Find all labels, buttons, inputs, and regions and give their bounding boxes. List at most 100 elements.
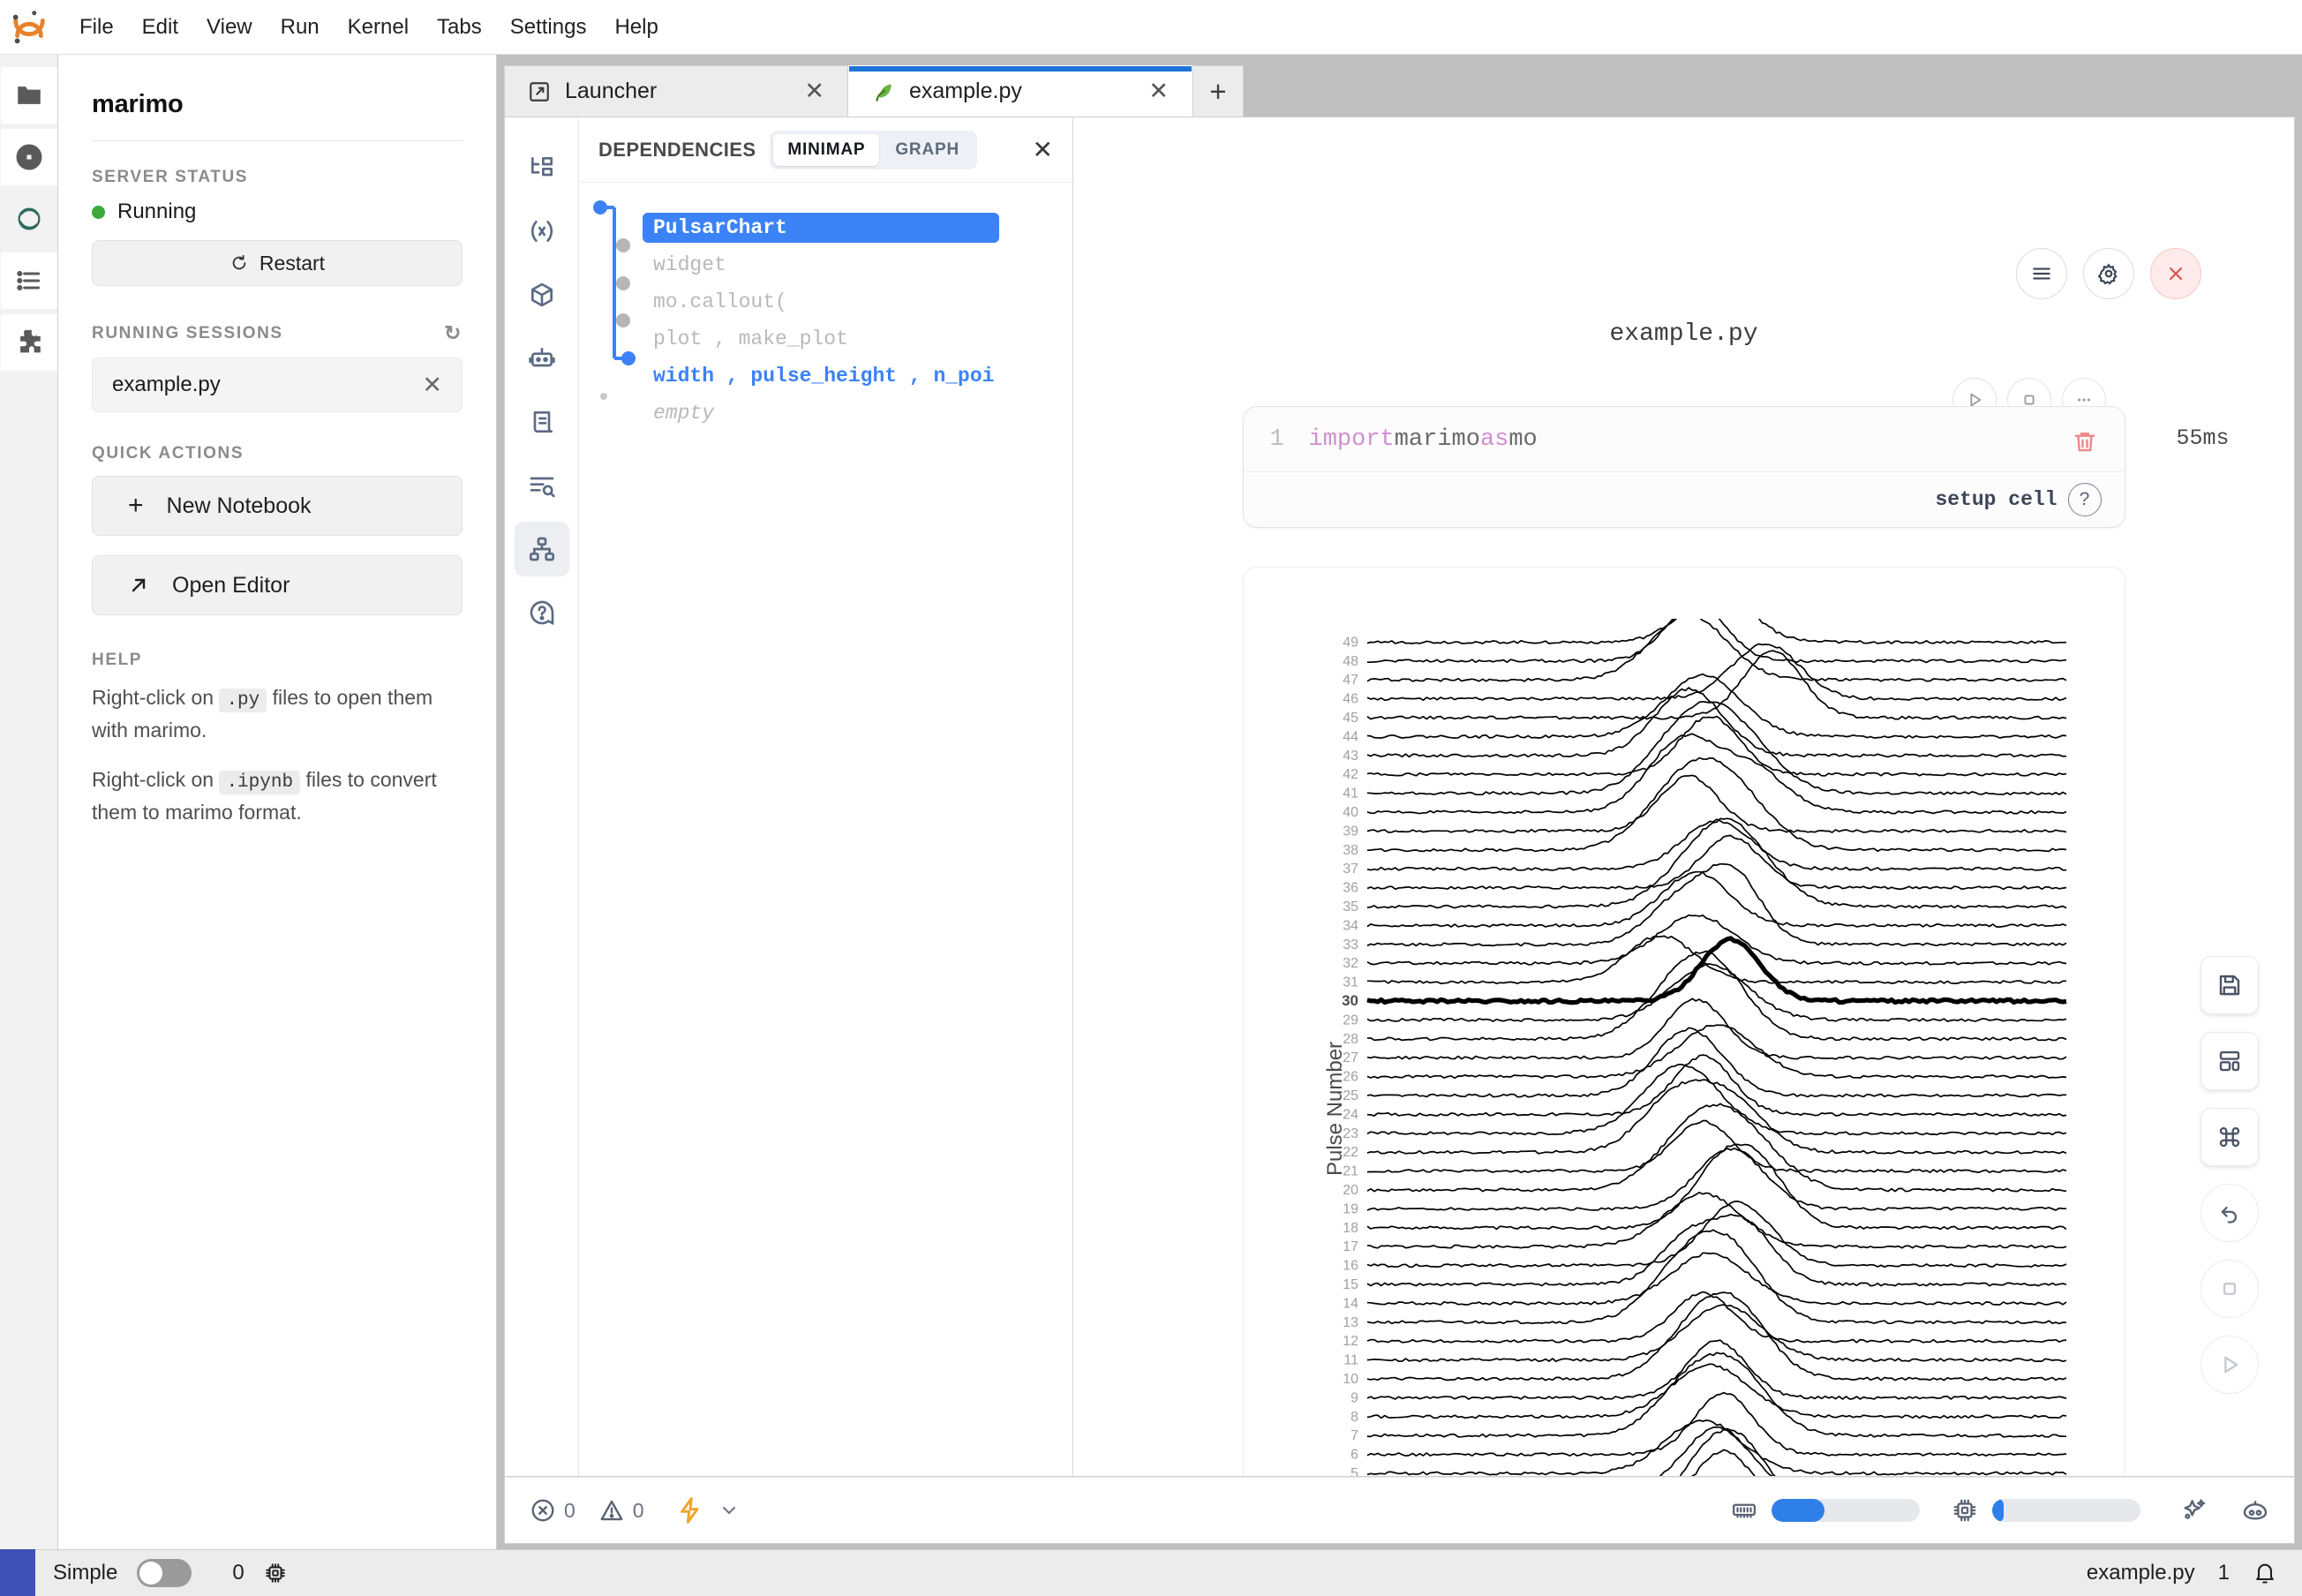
dependency-graph-icon[interactable] <box>514 522 569 576</box>
menu-help[interactable]: Help <box>614 14 658 39</box>
minimap-row[interactable]: empty <box>579 395 1072 432</box>
tab-graph[interactable]: GRAPH <box>895 139 959 159</box>
quick-actions-heading: QUICK ACTIONS <box>92 444 463 463</box>
running-terminals-icon[interactable] <box>0 129 57 185</box>
arrow-up-right-icon <box>128 575 149 596</box>
run-all-icon[interactable] <box>2200 1336 2259 1394</box>
ai-assistant-robot-icon[interactable] <box>515 331 569 386</box>
runtime-mode-selector[interactable] <box>676 1496 740 1524</box>
cell-code-line[interactable]: 1 import marimo as mo <box>1243 407 2125 472</box>
marimo-ring-icon[interactable] <box>1 191 57 247</box>
refresh-icon <box>229 253 249 273</box>
save-notebook-icon[interactable] <box>2200 956 2259 1014</box>
file-explorer-icon[interactable] <box>515 140 569 195</box>
minimap-label-plot: plot , make_plot <box>653 327 848 350</box>
layout-icon[interactable] <box>2200 1032 2259 1090</box>
svg-text:19: 19 <box>1343 1201 1358 1216</box>
bell-icon[interactable] <box>2253 1561 2277 1585</box>
menu-file[interactable]: File <box>79 14 114 39</box>
menu-icon[interactable] <box>2016 248 2067 299</box>
tab-bar: Launcher ✕ example.py ✕ <box>504 62 2295 117</box>
menu-kernel[interactable]: Kernel <box>347 14 410 39</box>
extension-manager-icon[interactable] <box>0 314 57 371</box>
status-filename: example.py <box>2086 1561 2195 1585</box>
warnings-indicator[interactable]: 0 <box>598 1497 644 1524</box>
question-icon[interactable]: ? <box>2067 483 2102 516</box>
memory-ram-icon <box>1731 1497 1757 1524</box>
notebook-editor: example.py <box>1073 117 2294 1476</box>
interrupt-icon[interactable] <box>2200 1260 2259 1318</box>
svg-text:11: 11 <box>1343 1353 1358 1368</box>
tab-minimap[interactable]: MINIMAP <box>773 133 880 166</box>
undo-icon[interactable] <box>2200 1184 2259 1242</box>
file-browser-icon[interactable] <box>0 67 57 124</box>
minimap-label-width-pulse: width , pulse_height , n_poi <box>653 365 995 388</box>
tab-launcher[interactable]: Launcher ✕ <box>504 65 848 117</box>
cpu-usage[interactable] <box>1952 1497 2140 1524</box>
simple-mode-label: Simple <box>53 1561 118 1585</box>
copilot-icon[interactable] <box>2241 1496 2269 1524</box>
svg-text:9: 9 <box>1350 1390 1358 1405</box>
trash-icon[interactable] <box>2072 428 2098 455</box>
errors-indicator[interactable]: 0 <box>530 1497 576 1524</box>
menu-run[interactable]: Run <box>280 14 320 39</box>
svg-text:43: 43 <box>1343 749 1358 764</box>
refresh-sessions-icon[interactable]: ↻ <box>444 321 463 344</box>
new-tab-button[interactable]: + <box>1192 65 1244 117</box>
divider <box>92 140 463 141</box>
scratchpad-icon[interactable] <box>515 395 569 449</box>
status-cell-count: 1 <box>2217 1561 2230 1585</box>
restart-button[interactable]: Restart <box>92 240 463 286</box>
svg-text:40: 40 <box>1343 805 1358 820</box>
minimap-row[interactable]: mo.callout( <box>579 283 1072 320</box>
minimap-row[interactable]: widget <box>579 246 1072 283</box>
code-token-module: marimo <box>1394 425 1480 453</box>
help-icon[interactable] <box>515 585 569 640</box>
svg-text:21: 21 <box>1343 1164 1358 1179</box>
close-notebook-icon[interactable] <box>2150 248 2201 299</box>
dependencies-header: DEPENDENCIES MINIMAP GRAPH ✕ <box>579 117 1072 183</box>
svg-text:27: 27 <box>1343 1050 1358 1065</box>
help-ipynb-suffix: files to convert them to marimo format. <box>92 768 437 824</box>
svg-text:44: 44 <box>1343 729 1358 744</box>
memory-usage[interactable] <box>1731 1497 1920 1524</box>
cpu-chip-icon[interactable] <box>264 1562 287 1585</box>
table-of-contents-icon[interactable] <box>0 252 57 309</box>
svg-text:33: 33 <box>1343 937 1358 952</box>
svg-text:32: 32 <box>1343 956 1358 971</box>
server-status-heading: SERVER STATUS <box>92 168 463 187</box>
close-icon[interactable]: ✕ <box>1032 136 1053 163</box>
svg-text:15: 15 <box>1343 1277 1358 1292</box>
svg-text:49: 49 <box>1343 635 1358 650</box>
minimap-body: PulsarChart widget mo.callout( plot , ma… <box>579 183 1072 1476</box>
setup-cell[interactable]: 1 import marimo as mo setup cell ? <box>1242 406 2125 528</box>
new-notebook-button[interactable]: + New Notebook <box>92 476 463 536</box>
close-icon[interactable]: ✕ <box>422 371 442 398</box>
minimap-row[interactable]: PulsarChart <box>579 209 1072 246</box>
view-toggle: MINIMAP GRAPH <box>770 130 977 169</box>
search-logs-icon[interactable] <box>515 458 569 513</box>
notebook-left-rail <box>505 117 579 1476</box>
minimap-row[interactable]: plot , make_plot <box>579 320 1072 358</box>
tab-example-py[interactable]: example.py ✕ <box>848 65 1192 117</box>
notebook-filename: example.py <box>1609 320 1758 348</box>
ai-sparkles-icon[interactable] <box>2179 1496 2208 1524</box>
session-item-example-py[interactable]: example.py ✕ <box>92 358 463 412</box>
packages-cube-icon[interactable] <box>515 267 569 322</box>
open-editor-button[interactable]: Open Editor <box>92 555 463 615</box>
settings-gear-icon[interactable] <box>2083 248 2134 299</box>
close-icon[interactable]: ✕ <box>1148 78 1169 104</box>
command-palette-icon[interactable] <box>2200 1108 2259 1166</box>
variables-icon[interactable] <box>515 204 569 259</box>
menu-view[interactable]: View <box>207 14 252 39</box>
simple-mode-toggle[interactable] <box>137 1559 192 1587</box>
external-link-icon <box>528 80 551 103</box>
menu-tabs[interactable]: Tabs <box>437 14 482 39</box>
menu-settings[interactable]: Settings <box>509 14 587 39</box>
marimo-logo-icon <box>9 7 49 48</box>
minimap-row[interactable]: width , pulse_height , n_poi <box>579 358 1072 395</box>
svg-text:10: 10 <box>1343 1372 1358 1387</box>
menu-edit[interactable]: Edit <box>141 14 179 39</box>
close-icon[interactable]: ✕ <box>804 78 824 104</box>
